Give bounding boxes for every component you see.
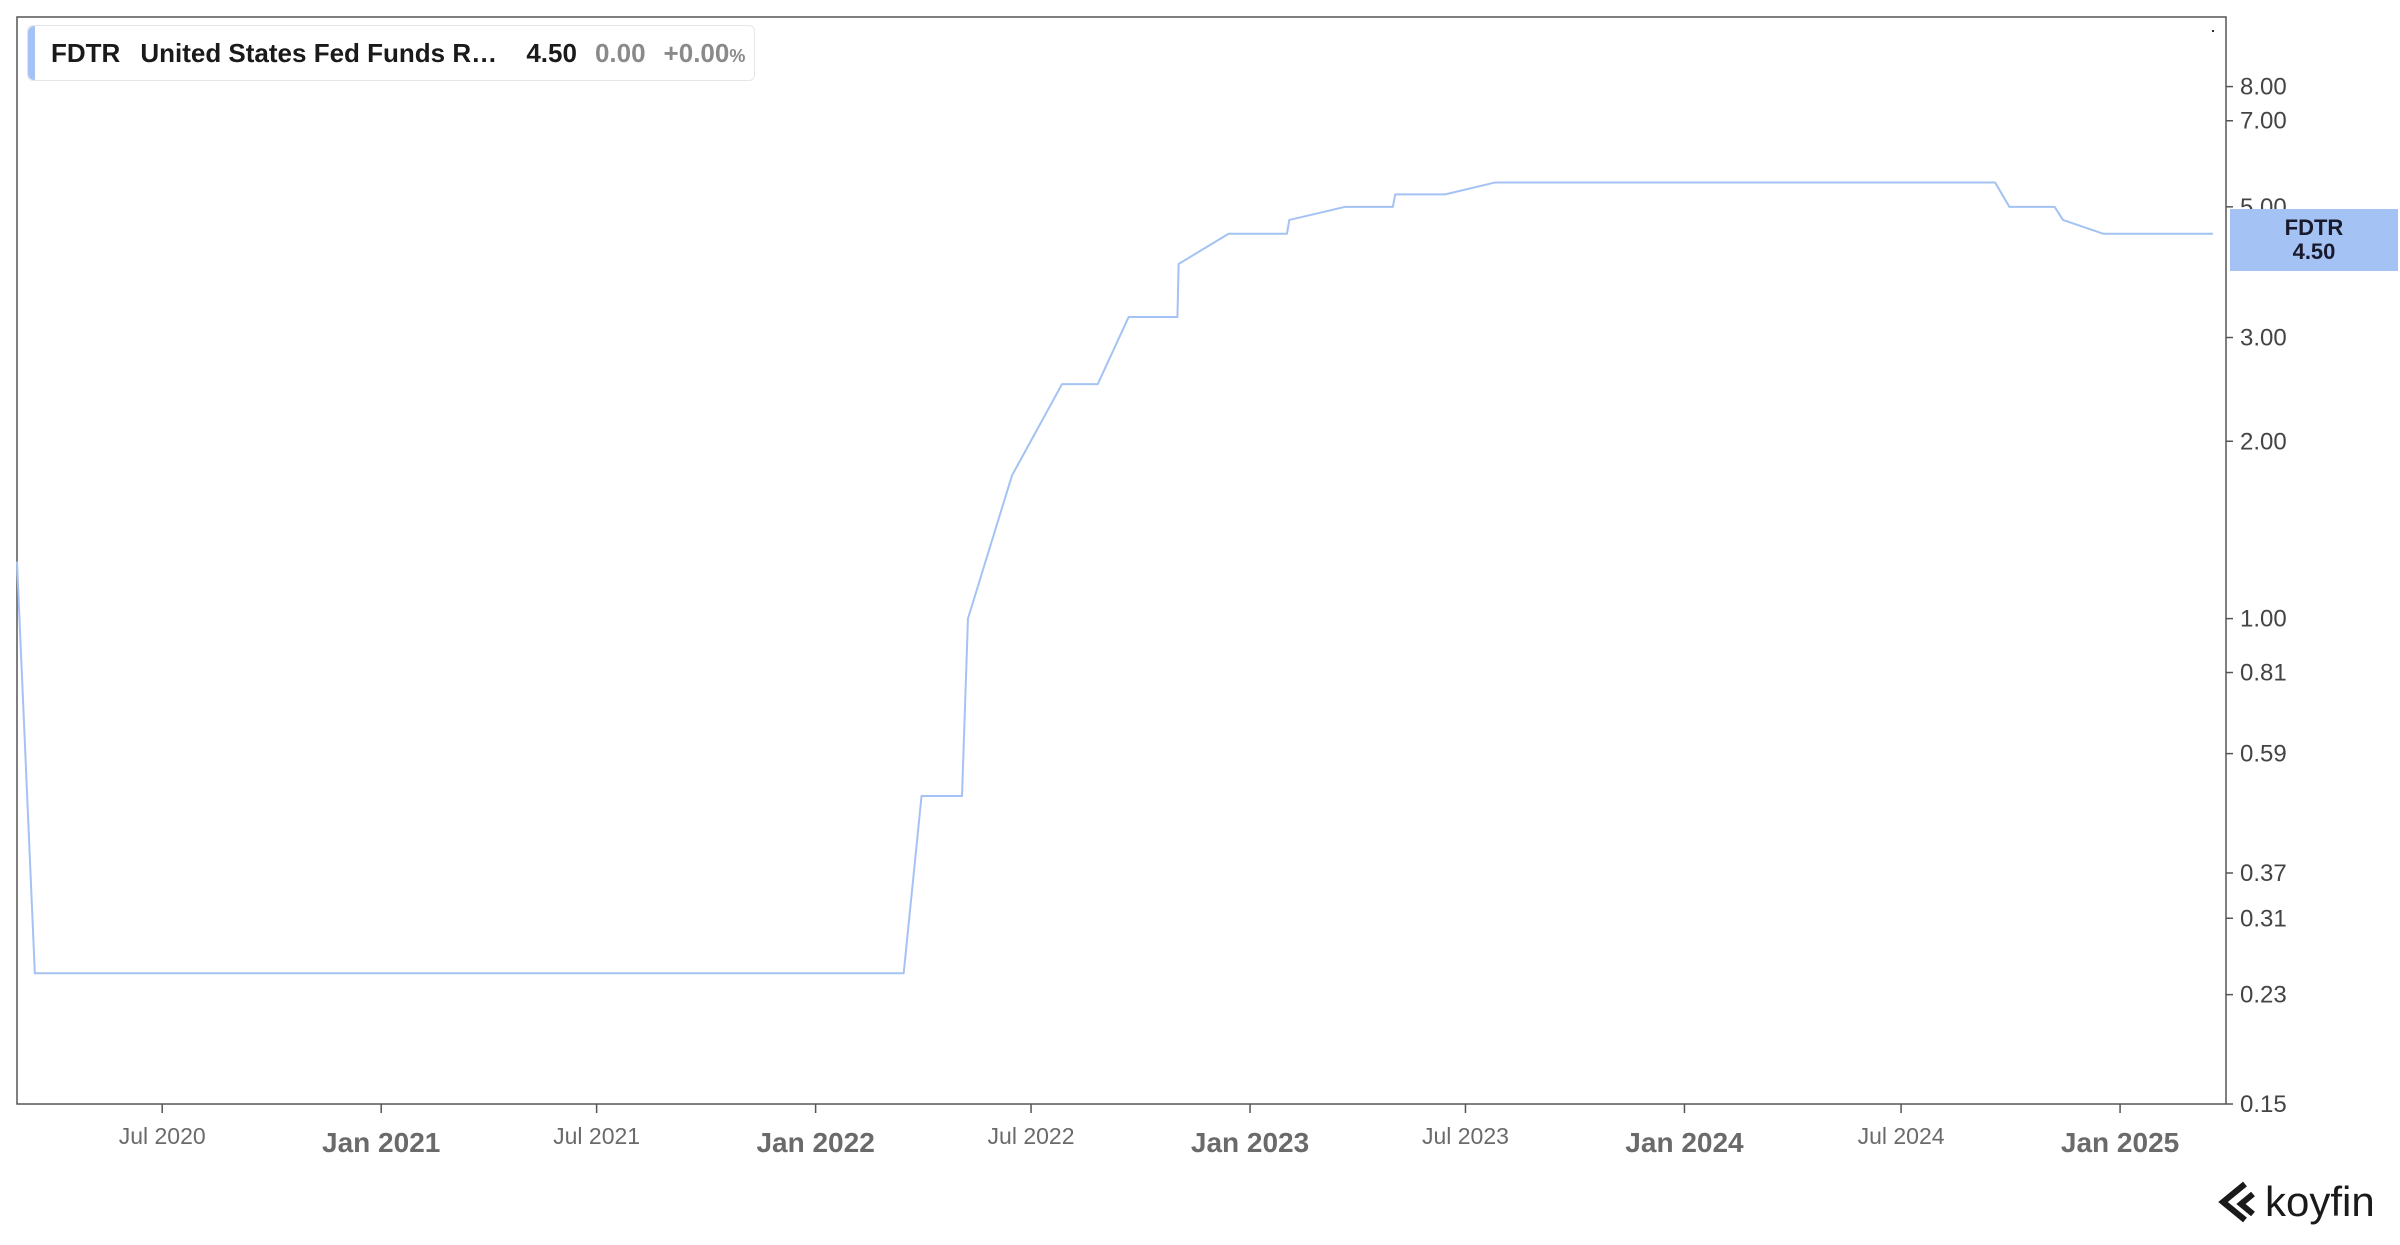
y-tick: 0.31 bbox=[2226, 905, 2287, 932]
series-layer bbox=[16, 181, 2213, 975]
x-tick: Jul 2023 bbox=[1422, 1104, 1509, 1149]
koyfin-logo-icon bbox=[2218, 1181, 2255, 1223]
x-tick: Jan 2022 bbox=[756, 1104, 875, 1158]
legend-change: 0.00 bbox=[594, 37, 646, 68]
y-tick: 0.81 bbox=[2226, 660, 2287, 687]
y-tick-label: 0.37 bbox=[2240, 860, 2287, 887]
y-tick-label: 8.00 bbox=[2240, 74, 2287, 101]
y-tick: 2.00 bbox=[2226, 428, 2287, 455]
y-tick: 7.00 bbox=[2226, 108, 2287, 135]
legend-change-percent: +0.00% bbox=[664, 38, 746, 69]
x-tick: Jul 2022 bbox=[988, 1104, 1075, 1149]
y-tick: 3.00 bbox=[2226, 325, 2287, 352]
y-tick-label: 3.00 bbox=[2240, 325, 2287, 352]
plot-frame bbox=[16, 16, 2227, 1105]
brand-logo: koyfin bbox=[2215, 1178, 2375, 1226]
x-tick: Jul 2024 bbox=[1858, 1104, 1945, 1149]
legend-change-percent-value: +0.00 bbox=[663, 37, 730, 68]
y-tick-label: 0.31 bbox=[2240, 905, 2287, 932]
y-tick-label: 2.00 bbox=[2240, 428, 2287, 455]
last-price-tag: FDTR 4.50 bbox=[2230, 209, 2398, 271]
legend-ticker: FDTR bbox=[51, 37, 121, 68]
x-tick: Jan 2021 bbox=[322, 1104, 440, 1158]
x-tick-label: Jul 2024 bbox=[1858, 1123, 1945, 1149]
brand-name: koyfin bbox=[2265, 1178, 2375, 1225]
x-tick-label: Jul 2023 bbox=[1422, 1123, 1509, 1149]
x-tick: Jan 2023 bbox=[1191, 1104, 1309, 1158]
price-tag-value: 4.50 bbox=[2292, 239, 2336, 264]
x-tick-label-major: Jan 2023 bbox=[1191, 1127, 1309, 1158]
legend-series-name: United States Fed Funds Rate bbox=[140, 37, 507, 68]
y-tick-label: 0.81 bbox=[2240, 660, 2287, 687]
x-tick-label: Jul 2021 bbox=[553, 1123, 640, 1149]
series-line-fdtr bbox=[16, 181, 2213, 975]
legend-box[interactable]: FDTR United States Fed Funds Rate 4.50 0… bbox=[27, 25, 755, 81]
corner-marker bbox=[2212, 30, 2214, 32]
y-tick: 0.37 bbox=[2226, 860, 2287, 887]
y-tick-label: 1.00 bbox=[2240, 606, 2287, 633]
x-tick-label: Jul 2020 bbox=[119, 1123, 206, 1149]
x-tick: Jan 2025 bbox=[2061, 1104, 2179, 1158]
y-tick: 0.23 bbox=[2226, 982, 2287, 1009]
y-tick-label: 0.59 bbox=[2240, 741, 2287, 768]
x-tick: Jul 2021 bbox=[553, 1104, 640, 1149]
price-tag-ticker: FDTR bbox=[2284, 215, 2344, 240]
x-tick: Jan 2024 bbox=[1625, 1104, 1744, 1158]
x-tick-label-major: Jan 2025 bbox=[2061, 1127, 2179, 1158]
y-tick-label: 0.23 bbox=[2240, 982, 2287, 1009]
x-tick-label-major: Jan 2022 bbox=[756, 1127, 874, 1158]
y-tick: 8.00 bbox=[2226, 74, 2287, 101]
plot-frame-layer bbox=[16, 16, 2227, 1105]
y-tick: 1.00 bbox=[2226, 606, 2287, 633]
x-tick: Jul 2020 bbox=[119, 1104, 206, 1149]
legend-series-swatch bbox=[28, 26, 35, 80]
x-tick-label-major: Jan 2024 bbox=[1625, 1127, 1744, 1158]
x-axis: Jul 2020 Jan 2021 Jul 2021 Jan 2022 Jul 2022… bbox=[119, 1104, 2179, 1158]
x-tick-label: Jul 2022 bbox=[988, 1123, 1075, 1149]
y-tick: 0.59 bbox=[2226, 741, 2287, 768]
y-tick: 0.15 bbox=[2226, 1091, 2287, 1118]
y-tick-label: 0.15 bbox=[2240, 1091, 2287, 1118]
legend-last-value: 4.50 bbox=[526, 37, 577, 68]
legend-percent-sign: % bbox=[729, 45, 746, 66]
y-tick-label: 7.00 bbox=[2240, 108, 2287, 135]
x-tick-label-major: Jan 2021 bbox=[322, 1127, 440, 1158]
